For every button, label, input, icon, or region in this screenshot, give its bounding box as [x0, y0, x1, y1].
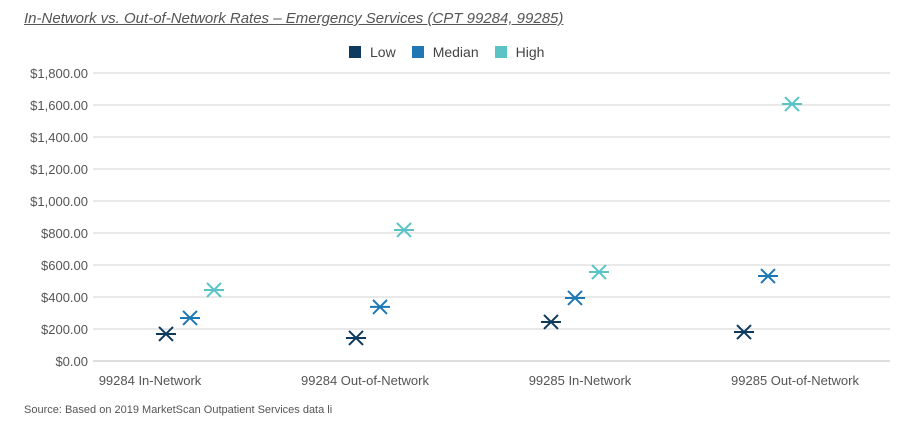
x-tick-label: 99284 Out-of-Network — [301, 373, 429, 388]
y-tick-label: $0.00 — [55, 354, 88, 369]
data-point-median — [370, 299, 390, 315]
legend-swatch-low — [349, 46, 361, 58]
legend-label: High — [515, 44, 545, 60]
legend-swatch-median — [411, 46, 424, 58]
legend-label: Low — [370, 44, 396, 60]
x-tick-label: 99285 In-Network — [529, 373, 632, 388]
y-tick-label: $1,000.00 — [30, 194, 88, 209]
data-point-median — [565, 290, 585, 306]
legend-item-median: Median — [411, 44, 479, 60]
data-point-low — [734, 324, 754, 340]
data-point-high — [204, 282, 224, 298]
x-tick-label: 99284 In-Network — [99, 373, 202, 388]
chart-title: In-Network vs. Out-of-Network Rates – Em… — [24, 10, 564, 27]
legend-label: Median — [432, 44, 479, 60]
data-point-median — [180, 310, 200, 326]
y-tick-label: $400.00 — [41, 290, 88, 305]
y-tick-label: $1,200.00 — [30, 162, 88, 177]
legend-item-high: High — [494, 44, 545, 60]
y-tick-label: $1,800.00 — [30, 66, 88, 81]
y-tick-label: $800.00 — [41, 226, 88, 241]
data-point-low — [541, 314, 561, 330]
y-tick-label: $600.00 — [41, 258, 88, 273]
legend-item-low: Low — [349, 44, 396, 60]
x-tick-label: 99285 Out-of-Network — [731, 373, 859, 388]
y-tick-label: $1,400.00 — [30, 130, 88, 145]
legend: Low Median High — [349, 44, 544, 60]
y-tick-label: $1,600.00 — [30, 98, 88, 113]
data-point-high — [782, 96, 802, 112]
data-point-high — [394, 222, 414, 238]
data-point-median — [758, 268, 778, 284]
source-note: Source: Based on 2019 MarketScan Outpati… — [24, 404, 333, 416]
y-tick-label: $200.00 — [41, 322, 88, 337]
legend-swatch-high — [494, 46, 507, 58]
data-point-low — [156, 326, 176, 342]
data-point-low — [346, 330, 366, 346]
data-point-high — [589, 264, 609, 280]
